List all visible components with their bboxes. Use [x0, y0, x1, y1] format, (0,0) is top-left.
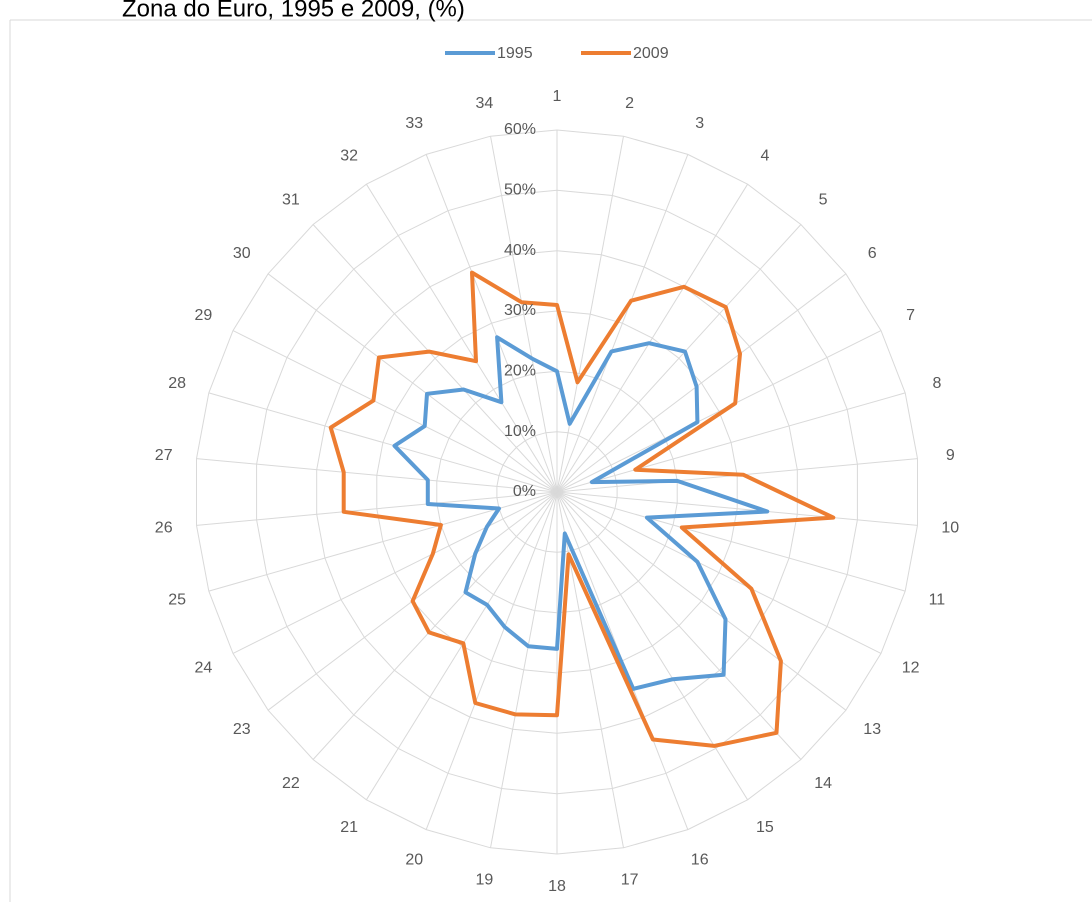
- category-label: 14: [814, 775, 832, 792]
- spoke: [312, 491, 558, 760]
- legend-label: 1995: [497, 45, 533, 62]
- spoke: [196, 458, 558, 493]
- spoke: [556, 491, 624, 848]
- category-label: 24: [195, 659, 213, 676]
- category-label: 33: [405, 115, 423, 132]
- category-label: 26: [155, 520, 173, 537]
- legend-label: 2009: [633, 45, 669, 62]
- spoke: [196, 491, 558, 526]
- category-label: 6: [868, 245, 877, 262]
- chart-title: Zona do Euro, 1995 e 2009, (%): [122, 0, 465, 22]
- category-label: 25: [168, 591, 186, 608]
- category-label: 29: [195, 307, 213, 324]
- spoke: [556, 224, 802, 493]
- r-tick-label: 0%: [513, 483, 536, 500]
- spoke: [490, 491, 558, 848]
- spoke: [556, 273, 847, 493]
- category-label: 13: [863, 721, 881, 738]
- category-label: 31: [282, 191, 300, 208]
- category-label: 7: [906, 307, 915, 324]
- spoke: [556, 491, 882, 654]
- spoke: [556, 183, 749, 493]
- category-label: 5: [819, 191, 828, 208]
- spoke: [556, 154, 689, 493]
- category-label: 17: [621, 872, 639, 889]
- spoke: [208, 392, 558, 493]
- spoke: [232, 330, 558, 493]
- spoke: [556, 491, 918, 526]
- spoke: [232, 491, 558, 654]
- spoke: [365, 491, 558, 801]
- category-label: 34: [476, 95, 494, 112]
- r-tick-label: 10%: [504, 423, 536, 440]
- category-label: 8: [932, 375, 941, 392]
- category-label: 2: [625, 95, 634, 112]
- category-label: 32: [340, 147, 358, 164]
- category-label: 20: [405, 852, 423, 869]
- category-label: 15: [756, 819, 774, 836]
- spoke: [425, 491, 558, 830]
- series-line: [328, 270, 836, 748]
- category-label: 1: [553, 88, 562, 105]
- spoke: [556, 392, 906, 493]
- category-label: 21: [340, 819, 358, 836]
- category-label: 22: [282, 775, 300, 792]
- category-label: 27: [155, 447, 173, 464]
- category-label: 11: [929, 591, 946, 608]
- category-label: 16: [691, 852, 709, 869]
- spoke: [556, 491, 906, 592]
- r-tick-label: 60%: [504, 121, 536, 138]
- category-label: 12: [902, 659, 920, 676]
- spoke: [425, 154, 558, 493]
- category-label: 23: [233, 721, 251, 738]
- category-label: 19: [476, 872, 494, 889]
- category-label: 30: [233, 245, 251, 262]
- spoke: [556, 330, 882, 493]
- category-label: 9: [946, 447, 955, 464]
- category-label: 4: [760, 147, 769, 164]
- spoke: [556, 491, 802, 760]
- series-line: [392, 335, 770, 691]
- spoke: [556, 136, 624, 493]
- r-tick-label: 50%: [504, 182, 536, 199]
- r-tick-label: 40%: [504, 242, 536, 259]
- spoke: [312, 224, 558, 493]
- category-label: 3: [695, 115, 704, 132]
- spoke: [267, 273, 558, 493]
- category-label: 28: [168, 375, 186, 392]
- spoke: [556, 491, 847, 711]
- r-tick-label: 30%: [504, 302, 536, 319]
- spoke: [365, 183, 558, 493]
- r-tick-label: 20%: [504, 363, 536, 380]
- spoke: [490, 136, 558, 493]
- category-label: 18: [548, 878, 566, 895]
- category-label: 10: [941, 520, 959, 537]
- spoke: [556, 491, 749, 801]
